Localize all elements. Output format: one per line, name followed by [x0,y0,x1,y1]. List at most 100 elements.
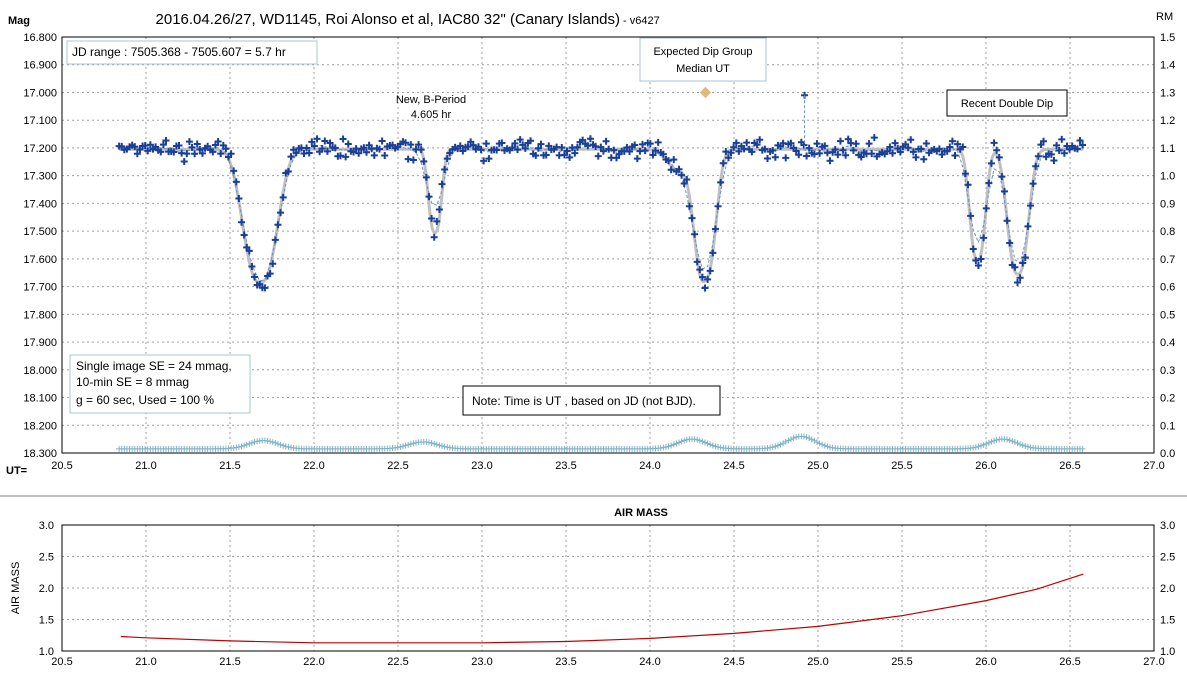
data-point [969,245,977,253]
data-point [240,231,248,239]
y2-tick-label: 0.2 [1160,393,1175,405]
data-point [519,141,527,149]
new-period-text-1: New, B-Period [396,94,466,106]
data-point [245,247,253,255]
data-point [1055,147,1063,155]
y2-tick-label: 0.6 [1160,282,1175,294]
residual-point [772,443,779,450]
data-point [639,140,647,148]
data-point [527,137,535,145]
data-point [235,195,243,203]
data-point [782,154,790,162]
data-point [469,141,477,149]
data-point [964,181,972,189]
data-point [813,140,821,148]
data-point [946,143,954,151]
y2-tick-label: 1.0 [1160,171,1175,183]
residual-point [441,443,448,450]
data-point [1053,141,1061,149]
data-point [706,267,714,275]
mag-axis-label: Mag [8,15,30,27]
data-point [586,135,594,143]
residual-point [251,439,258,446]
data-point [711,225,719,233]
airmass-x-tick-label: 23.0 [471,656,492,668]
data-point [1000,187,1008,195]
data-point [360,144,368,152]
data-point [417,146,425,154]
data-point [571,149,579,157]
data-point [670,156,678,164]
airmass-x-tick-label: 25.5 [891,656,912,668]
data-point [652,147,660,155]
y2-tick-label: 1.2 [1160,115,1175,127]
data-point [1003,217,1011,225]
data-point [974,262,982,270]
residual-point [1079,445,1086,452]
airmass-y2-tick-label: 1.5 [1160,615,1175,627]
residual-point [282,443,289,450]
airmass-x-tick-label: 21.5 [219,656,240,668]
rm-axis-label: RM [1156,11,1173,23]
data-point [162,136,170,144]
residual-point [816,440,823,447]
data-point [1076,136,1084,144]
expected-dip-text-2: Median UT [676,63,730,75]
data-point [948,137,956,145]
y2-tick-label: 1.3 [1160,87,1175,99]
ut-axis-label: UT= [6,465,27,477]
airmass-x-tick-label: 21.0 [135,656,156,668]
data-point [456,142,464,150]
x-tick-label: 21.5 [219,460,240,472]
data-point [709,249,717,257]
residual-point [433,441,440,448]
data-point [222,145,230,153]
y2-tick-label: 0.8 [1160,226,1175,238]
data-point [610,146,618,154]
data-point [485,155,493,163]
data-point [821,142,829,150]
airmass-x-tick-label: 23.5 [555,656,576,668]
data-point [146,141,154,149]
residual-point [264,437,271,444]
data-point [922,139,930,147]
data-point [532,151,540,159]
data-point [701,284,709,292]
residual-point [1019,442,1026,449]
data-point [217,150,225,158]
lightcurve-tick-labels: 20.5 21.0 21.5 22.0 22.5 23.0 23.5 24.0 24.5 25.0… [23,32,1175,472]
residual-point [699,438,706,445]
data-point [987,159,995,167]
data-point [402,139,410,147]
residual-point [399,443,406,450]
data-point [831,145,839,153]
y-tick-label: 17.600 [23,254,57,266]
y-tick-label: 18.000 [23,365,57,377]
data-point [159,141,167,149]
data-point [313,135,321,143]
data-point [649,151,657,159]
residual-point [267,438,274,445]
data-point [891,139,899,147]
residual-point [821,442,828,449]
data-point [274,221,282,229]
residual-point [800,433,807,440]
data-point [626,148,634,156]
airmass-x-tick-label: 20.5 [51,656,72,668]
airmass-x-tick-label: 22.5 [387,656,408,668]
data-point [826,157,834,165]
residual-point [1006,437,1013,444]
data-point [870,134,878,142]
jd-range-text: JD range : 7505.368 - 7505.607 = 5.7 hr [72,45,286,59]
residual-point [254,438,261,445]
residual-point [978,442,985,449]
data-point [480,157,488,165]
data-point [805,144,813,152]
y-tick-label: 18.300 [23,448,57,460]
residual-point [407,441,414,448]
residual-point [681,437,688,444]
data-point [428,214,436,222]
expected-dip-box [639,37,767,82]
data-point [175,142,183,150]
data-point [1011,263,1019,271]
